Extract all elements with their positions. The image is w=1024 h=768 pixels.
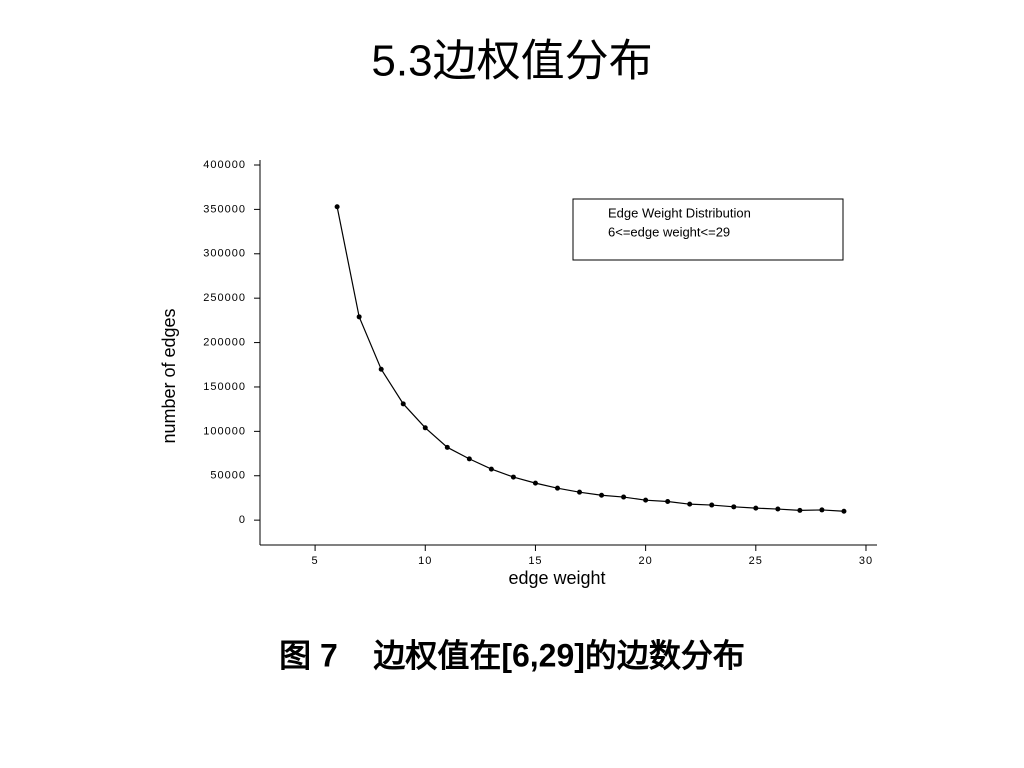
slide-title: 5.3边权值分布	[371, 37, 652, 86]
y-axis-label: number of edges	[159, 308, 179, 443]
y-tick-label: 0	[239, 514, 246, 526]
data-point	[819, 507, 825, 513]
data-point	[709, 502, 715, 508]
data-point	[554, 485, 560, 491]
y-tick-label: 400000	[203, 159, 246, 171]
y-tick-label: 200000	[203, 336, 246, 348]
series-line	[336, 206, 844, 512]
x-tick-label: 15	[528, 555, 542, 567]
y-tick-label: 50000	[210, 470, 246, 482]
data-point	[577, 489, 583, 495]
legend-box	[572, 198, 844, 261]
data-point	[510, 474, 516, 480]
legend-entry: Edge Weight Distribution	[608, 205, 751, 220]
data-point	[488, 466, 494, 472]
data-point	[532, 480, 538, 486]
x-tick-label: 10	[418, 555, 432, 567]
data-point	[797, 507, 803, 513]
data-point	[599, 492, 605, 498]
data-point	[731, 504, 737, 510]
data-point	[334, 204, 340, 210]
x-tick-label: 30	[859, 555, 873, 567]
y-tick-label: 250000	[203, 292, 246, 304]
x-tick-label: 5	[312, 555, 319, 567]
data-point	[841, 508, 847, 514]
data-point	[621, 494, 627, 500]
x-tick-label: 20	[639, 555, 653, 567]
y-tick-label: 150000	[203, 381, 246, 393]
y-tick-label: 100000	[203, 425, 246, 437]
x-tick-label: 25	[749, 555, 763, 567]
data-point	[400, 401, 406, 407]
y-tick-label: 300000	[203, 248, 246, 260]
data-point	[665, 498, 671, 504]
legend-note: 6<=edge weight<=29	[608, 224, 730, 239]
data-point	[775, 506, 781, 512]
data-point	[753, 505, 759, 511]
data-point	[687, 501, 693, 507]
data-point	[422, 425, 428, 431]
data-point	[444, 444, 450, 450]
data-point	[378, 366, 384, 372]
y-tick-label: 350000	[203, 203, 246, 215]
data-point	[356, 314, 362, 320]
data-point	[643, 497, 649, 503]
caption: 图 7 边权值在[6,29]的边数分布	[279, 637, 745, 673]
x-axis-label: edge weight	[508, 568, 605, 588]
data-point	[466, 456, 472, 462]
